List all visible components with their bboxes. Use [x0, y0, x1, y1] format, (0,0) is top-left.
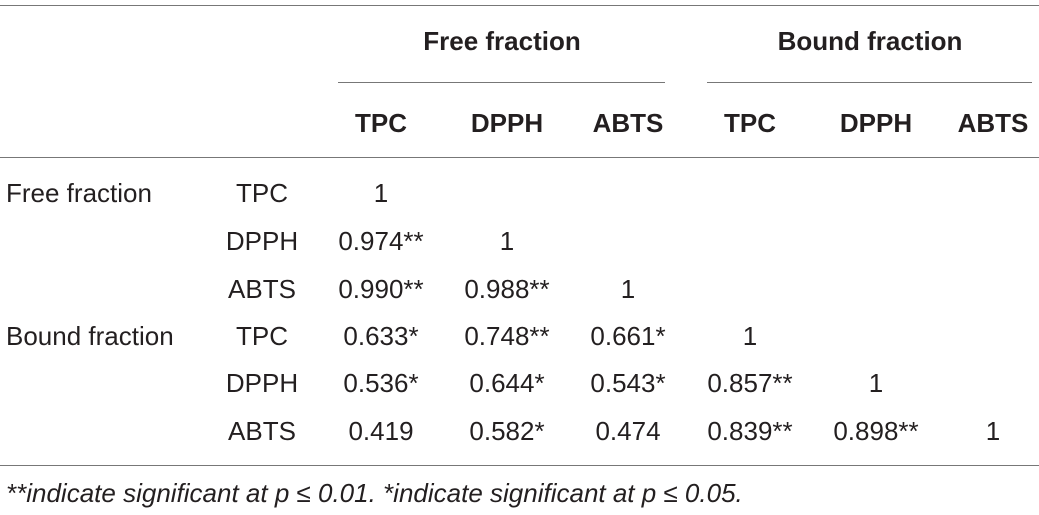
- cell: 0.661*: [590, 321, 666, 351]
- group-rule: [338, 82, 665, 83]
- cell: 1: [985, 416, 1001, 446]
- row-label: ABTS: [228, 274, 296, 304]
- cell: 0.839**: [707, 416, 793, 446]
- column-header: ABTS: [957, 108, 1029, 138]
- row-label: DPPH: [225, 226, 299, 256]
- group-header: Free fraction: [423, 26, 581, 56]
- cell: 0.988**: [464, 274, 550, 304]
- column-header: DPPH: [470, 108, 544, 138]
- cell: 0.536*: [343, 368, 419, 398]
- column-header: TPC: [355, 108, 407, 138]
- cell: 0.644*: [469, 368, 545, 398]
- row-label: TPC: [236, 321, 288, 351]
- row-group: Bound fraction: [6, 321, 174, 351]
- row-label: DPPH: [225, 368, 299, 398]
- cell: 1: [499, 226, 515, 256]
- cell: 0.898**: [833, 416, 919, 446]
- group-rule: [707, 82, 1032, 83]
- cell: 0.543*: [590, 368, 666, 398]
- group-header: Bound fraction: [777, 26, 963, 56]
- footnote: **indicate significant at p ≤ 0.01. *ind…: [6, 478, 743, 508]
- cell: 0.633*: [343, 321, 419, 351]
- header-rule: [0, 157, 1039, 158]
- column-header: TPC: [724, 108, 776, 138]
- cell: 0.582*: [469, 416, 545, 446]
- cell: 1: [742, 321, 758, 351]
- column-header: DPPH: [839, 108, 913, 138]
- column-header: ABTS: [592, 108, 664, 138]
- cell: 0.474: [595, 416, 661, 446]
- row-label: ABTS: [228, 416, 296, 446]
- cell: 1: [620, 274, 636, 304]
- cell: 0.974**: [338, 226, 424, 256]
- bottom-rule: [0, 465, 1039, 466]
- cell: 0.748**: [464, 321, 550, 351]
- cell: 0.419: [348, 416, 414, 446]
- top-rule: [0, 5, 1039, 6]
- row-label: TPC: [236, 178, 288, 208]
- cell: 1: [868, 368, 884, 398]
- cell: 0.990**: [338, 274, 424, 304]
- cell: 0.857**: [707, 368, 793, 398]
- cell: 1: [373, 178, 389, 208]
- row-group: Free fraction: [6, 178, 152, 208]
